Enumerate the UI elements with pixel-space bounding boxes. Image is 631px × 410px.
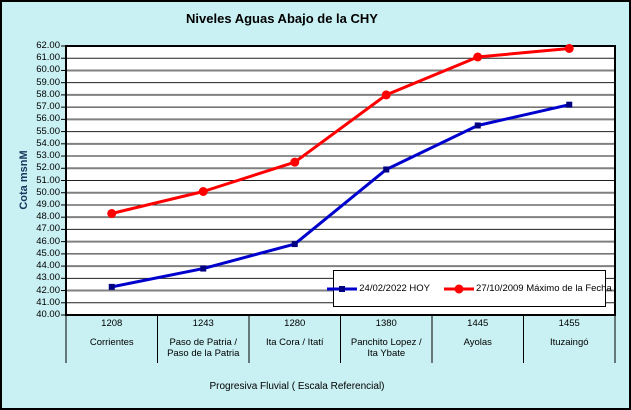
category-km: 1208 xyxy=(101,318,123,329)
y-tick-label: 42.00 xyxy=(36,284,60,296)
data-point-marker xyxy=(564,43,574,53)
y-tick-label: 61.00 xyxy=(36,52,60,64)
x-axis-title: Progresiva Fluvial ( Escala Referencial) xyxy=(209,381,385,392)
y-tick-label: 51.00 xyxy=(36,174,60,186)
y-tick-label: 44.00 xyxy=(36,260,60,272)
category-label: 1280 Ita Cora / Itatí xyxy=(249,318,341,348)
data-point-marker xyxy=(200,265,207,272)
data-point-marker xyxy=(474,122,481,129)
category-name-line: Ita Cora / Itatí xyxy=(265,336,324,348)
category-km: 1445 xyxy=(467,318,489,329)
y-tick-label: 53.00 xyxy=(36,150,60,162)
legend: 24/02/2022 HOY 27/10/2009 Máximo de la Fe… xyxy=(327,270,612,307)
category-label: 1208 Corrientes xyxy=(66,318,158,348)
y-tick-label: 55.00 xyxy=(36,125,60,137)
y-tick-label: 50.00 xyxy=(36,186,60,198)
legend-label: 27/10/2009 Máximo de la Fecha xyxy=(476,283,612,294)
series-line-1 xyxy=(110,46,571,216)
data-point-marker xyxy=(107,209,117,219)
category-name-line: Ayolas xyxy=(463,336,492,348)
y-tick-label: 48.00 xyxy=(36,211,60,223)
category-name-line: Panchito Lopez / xyxy=(350,336,422,348)
legend-entry-1: 27/10/2009 Máximo de la Fecha xyxy=(444,283,612,295)
category-name-line: Paso de Patria / xyxy=(169,336,238,348)
data-point-marker xyxy=(290,157,300,167)
y-tick-label: 59.00 xyxy=(36,76,60,88)
data-point-marker xyxy=(383,166,390,173)
category-name-line: Ita Ybate xyxy=(367,348,406,359)
data-point-marker xyxy=(108,283,115,290)
series-line-0 xyxy=(110,103,571,289)
y-tick-label: 60.00 xyxy=(36,64,60,76)
category-label: 1380 Panchito Lopez / Ita Ybate xyxy=(341,318,433,360)
y-tick-label: 52.00 xyxy=(36,162,60,174)
category-label: 1455 Ituzaingó xyxy=(524,318,616,348)
category-label: 1243 Paso de Patria / Paso de la Patria xyxy=(158,318,250,360)
y-tick-label: 41.00 xyxy=(36,296,60,308)
y-tick-label: 62.00 xyxy=(36,40,60,51)
y-tick-label: 46.00 xyxy=(36,235,60,247)
y-tick-label: 54.00 xyxy=(36,137,60,149)
data-point-marker xyxy=(291,241,298,248)
y-tick-label: 56.00 xyxy=(36,113,60,125)
y-tick-label: 49.00 xyxy=(36,198,60,210)
category-km: 1380 xyxy=(375,318,397,329)
plot-border xyxy=(65,45,616,316)
y-tick-label: 45.00 xyxy=(36,247,60,259)
y-tick-label: 40.00 xyxy=(36,309,60,320)
legend-marker-square-icon xyxy=(327,285,358,292)
data-point-marker xyxy=(473,52,483,62)
y-tick-label: 58.00 xyxy=(36,88,60,100)
category-km: 1455 xyxy=(558,318,580,329)
category-label: 1445 Ayolas xyxy=(432,318,524,348)
data-point-marker xyxy=(566,101,573,108)
category-name-line: Corrientes xyxy=(89,336,134,348)
y-tick-label: 57.00 xyxy=(36,101,60,113)
data-point-marker xyxy=(381,90,391,100)
y-tick-label: 43.00 xyxy=(36,272,60,284)
chart-title: Niveles Aguas Abajo de la CHY xyxy=(186,11,378,26)
legend-entry-0: 24/02/2022 HOY xyxy=(327,283,430,295)
y-tick-label: 47.00 xyxy=(36,223,60,235)
category-km: 1243 xyxy=(192,318,214,329)
data-point-marker xyxy=(198,187,208,197)
legend-label: 24/02/2022 HOY xyxy=(359,283,431,294)
category-name-line: Ituzaingó xyxy=(549,336,589,348)
category-name-line: Paso de la Patria xyxy=(167,348,240,359)
category-km: 1280 xyxy=(284,318,306,329)
legend-marker-circle-icon xyxy=(444,284,475,293)
